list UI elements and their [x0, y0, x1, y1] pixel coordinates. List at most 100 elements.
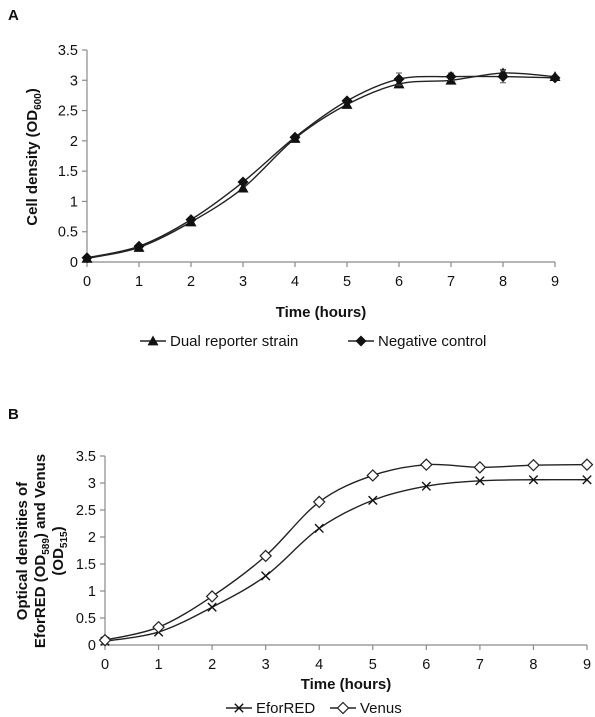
- y-axis-title-line2: EforRED (OD589) and Venus: [32, 454, 52, 648]
- legend-marker: [336, 701, 350, 715]
- y-tick-label: 3: [70, 73, 78, 89]
- y-tick-label: 3.5: [58, 43, 78, 59]
- y-axis-title-line3-sub: 515: [59, 531, 70, 548]
- legend-marker: [355, 335, 367, 347]
- x-tick-label: 7: [476, 657, 484, 673]
- x-tick-label: 3: [239, 274, 247, 290]
- series-dual-reporter-strain: [81, 67, 561, 263]
- y-axis-title-sub: 600: [33, 93, 44, 110]
- data-point: [207, 602, 217, 612]
- data-point: [341, 95, 353, 107]
- data-point: [314, 523, 324, 534]
- series-line: [86, 75, 556, 259]
- x-tick-label: 2: [208, 657, 216, 673]
- data-point: [580, 458, 594, 471]
- x-tick-label: 5: [343, 274, 351, 290]
- data-point: [445, 71, 457, 83]
- y-tick-label: 3: [88, 476, 96, 492]
- data-point: [549, 72, 561, 84]
- y-tick-label: 1.5: [58, 164, 78, 180]
- x-tick-label: 2: [187, 274, 195, 290]
- legend-marker: [234, 703, 244, 713]
- legend-label: EforRED: [256, 700, 315, 717]
- legend-entry: Negative control: [348, 333, 486, 350]
- y-tick-label: 1: [70, 194, 78, 210]
- y-tick-label: 0.5: [58, 225, 78, 241]
- data-point: [312, 495, 326, 509]
- x-tick-label: 1: [135, 274, 143, 290]
- legend-label: Negative control: [378, 333, 486, 350]
- data-point: [259, 549, 273, 563]
- data-point: [473, 460, 487, 474]
- y-axis-title-line1: Optical densities of: [14, 481, 31, 620]
- y-tick-label: 3.5: [76, 449, 96, 465]
- data-point: [260, 571, 271, 581]
- data-point: [98, 633, 112, 647]
- y-axis-title-line3: (OD515): [50, 526, 70, 575]
- y-axis-title-line3-main: (OD: [50, 548, 67, 576]
- y-axis-title-line2-main: EforRED (OD: [32, 555, 49, 649]
- legend-entry: Dual reporter strain: [140, 333, 298, 350]
- y-tick-label: 2.5: [58, 104, 78, 120]
- data-point: [289, 131, 301, 143]
- x-tick-label: 0: [83, 274, 91, 290]
- x-tick-label: 9: [551, 274, 559, 290]
- series-line: [86, 72, 556, 260]
- data-point: [237, 182, 249, 193]
- data-point: [81, 252, 93, 264]
- chart-panel-a: A 0 0.5 1 1.5 2 2.5 3 3.5 0 1 2 3 4 5 6 7 8 9 Time (hours) D…: [8, 7, 561, 350]
- data-point: [205, 590, 219, 603]
- data-point: [527, 458, 540, 472]
- x-tick-label: 1: [155, 657, 163, 673]
- x-axis-title: Time (hours): [301, 676, 392, 693]
- series-negative-control: [81, 70, 561, 264]
- data-point: [368, 495, 378, 505]
- y-tick-label: 0: [88, 638, 96, 654]
- chart-panel-b: B 0 0.5 1 1.5 2 2.5 3 3.5 0 1 2 3 4 5 6 7 8 9 Time (hours) E…: [8, 406, 594, 717]
- x-tick-label: 3: [262, 657, 270, 673]
- series-line: [104, 463, 588, 641]
- y-tick-label: 1: [88, 584, 96, 600]
- series-line: [104, 478, 588, 642]
- y-axis-title-line3-end: ): [50, 526, 67, 531]
- y-tick-label: 0: [70, 255, 78, 271]
- y-axis-title: Cell density (OD600): [24, 88, 44, 226]
- data-point: [237, 176, 249, 188]
- y-axis-title-end: ): [24, 88, 41, 93]
- series-venus: [98, 458, 594, 647]
- data-point: [133, 240, 145, 252]
- y-tick-label: 0.5: [76, 611, 96, 627]
- data-point: [475, 476, 485, 486]
- x-tick-label: 6: [422, 657, 430, 673]
- x-tick-label: 5: [369, 657, 377, 673]
- data-point: [366, 469, 380, 482]
- x-tick-label: 9: [583, 657, 591, 673]
- panel-label: A: [8, 7, 19, 24]
- x-tick-label: 8: [499, 274, 507, 290]
- data-point: [152, 620, 165, 634]
- x-tick-label: 6: [395, 274, 403, 290]
- x-tick-label: 4: [291, 274, 299, 290]
- panel-label: B: [8, 406, 19, 423]
- legend-marker: [147, 335, 159, 346]
- y-tick-label: 2.5: [76, 503, 96, 519]
- legend-entry: EforRED: [226, 700, 315, 717]
- y-axis-title-main: Cell density (OD: [24, 110, 41, 226]
- data-point: [185, 214, 197, 226]
- x-tick-label: 7: [447, 274, 455, 290]
- x-tick-label: 4: [315, 657, 323, 673]
- y-tick-label: 1.5: [76, 557, 96, 573]
- x-axis-title: Time (hours): [276, 304, 367, 321]
- y-tick-label: 2: [70, 134, 78, 150]
- x-tick-label: 8: [529, 657, 537, 673]
- data-point: [528, 475, 539, 485]
- data-point: [419, 458, 433, 471]
- legend-label: Venus: [360, 700, 402, 717]
- data-point: [421, 481, 432, 491]
- data-point: [582, 475, 592, 485]
- legend-label: Dual reporter strain: [170, 333, 298, 350]
- y-axis-title-line2-end: ) and Venus: [32, 454, 49, 538]
- x-tick-label: 0: [101, 657, 109, 673]
- y-axis-title-line2-sub: 589: [41, 538, 52, 555]
